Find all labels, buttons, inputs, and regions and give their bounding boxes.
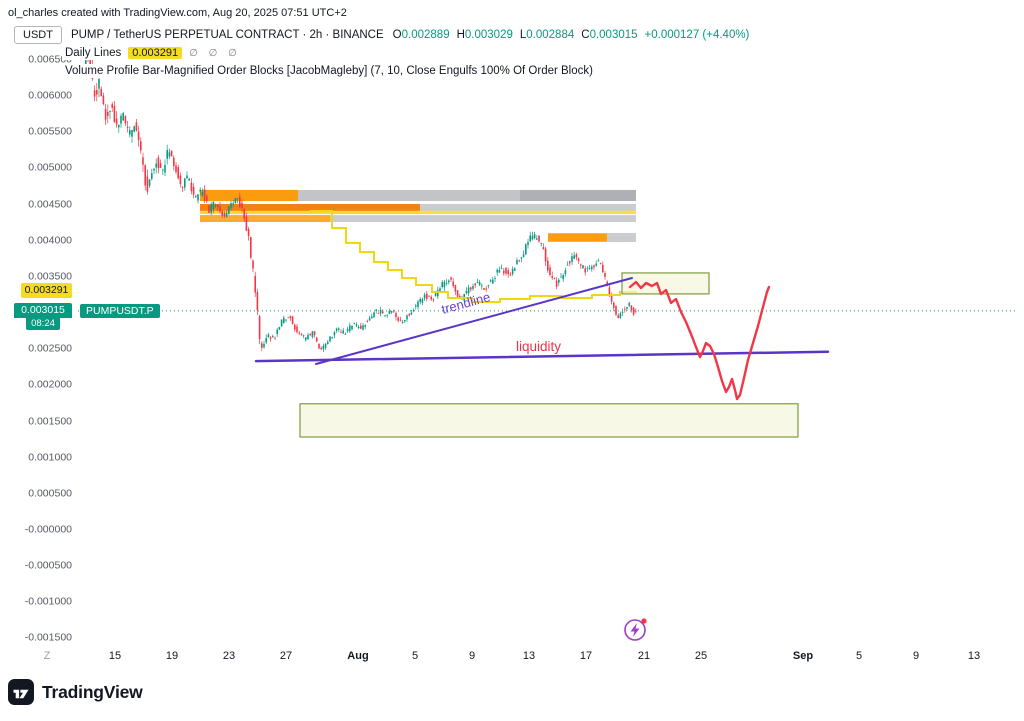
indicator-volume-profile-name[interactable]: Volume Profile Bar-Magnified Order Block… xyxy=(65,65,593,77)
price-scale-label: 0.005000 xyxy=(28,162,72,174)
time-scale-label: Sep xyxy=(793,650,813,662)
time-scale-label: Aug xyxy=(347,650,368,662)
order-block-box[interactable] xyxy=(621,272,710,295)
candles-layer xyxy=(85,45,637,353)
open-label: O xyxy=(392,29,402,41)
price-scale-label: 0.004500 xyxy=(28,199,72,211)
close-value: 0.003015 xyxy=(589,29,638,41)
price-scale-label: -0.000500 xyxy=(25,560,72,572)
price-scale-label: 0.006500 xyxy=(28,54,72,66)
time-scale-label: 15 xyxy=(109,650,121,662)
price-scale-label: 0.002000 xyxy=(28,379,72,391)
low-value: 0.002884 xyxy=(526,29,575,41)
time-scale-label: 17 xyxy=(580,650,592,662)
time-scale-label: 9 xyxy=(913,650,919,662)
close-label: C xyxy=(581,29,590,41)
current-price-label: 0.003015 xyxy=(14,303,72,318)
price-scale-label: 0.001000 xyxy=(28,452,72,464)
time-scale-label: 13 xyxy=(968,650,980,662)
symbol-title[interactable]: PUMP / TetherUS PERPETUAL CONTRACT · 2h … xyxy=(68,28,386,42)
symbol-price-tag: PUMPUSDT.P xyxy=(80,304,160,318)
volume-profile-layer xyxy=(200,189,636,243)
time-scale-label: 27 xyxy=(280,650,292,662)
price-scale-label: 0.002500 xyxy=(28,343,72,355)
price-scale-label: -0.000000 xyxy=(25,524,72,536)
change-value: +0.000127 (+4.40%) xyxy=(644,29,750,41)
order-block-box[interactable] xyxy=(299,403,799,438)
price-scale-label: 0.005500 xyxy=(28,126,72,138)
time-scale-label: 19 xyxy=(166,650,178,662)
bar-countdown-label: 08:24 xyxy=(26,318,60,330)
time-scale-label: 5 xyxy=(856,650,862,662)
daily-line-value: 0.003291 xyxy=(128,47,183,59)
legend-volume-profile-row[interactable]: Volume Profile Bar-Magnified Order Block… xyxy=(62,64,596,78)
time-scale-label: 21 xyxy=(638,650,650,662)
time-scale-label: 9 xyxy=(469,650,475,662)
tradingview-logo-icon xyxy=(8,679,34,705)
trend-line[interactable] xyxy=(315,277,633,366)
annotation-liquidity[interactable]: liquidity xyxy=(516,339,561,354)
projection-path[interactable] xyxy=(628,280,771,401)
price-scale-currency-chip: USDT xyxy=(14,26,62,44)
ohlc-values: O0.002889 H0.003029 L0.002884 C0.003015 xyxy=(392,29,638,41)
tradingview-logo-text: TradingView xyxy=(42,681,143,702)
lightning-emoji-drawing[interactable] xyxy=(624,618,647,641)
time-scale-label: 13 xyxy=(523,650,535,662)
indicator-hidden-icons[interactable]: ∅ ∅ ∅ xyxy=(189,47,241,59)
attribution-text: ol_charles created with TradingView.com,… xyxy=(8,7,347,19)
time-scale-label: Z xyxy=(44,650,51,662)
price-scale-label: -0.001000 xyxy=(25,596,72,608)
price-scale-label: 0.006000 xyxy=(28,90,72,102)
indicator-daily-lines-name[interactable]: Daily Lines xyxy=(65,47,122,59)
high-value: 0.003029 xyxy=(464,29,513,41)
price-scale-label: 0.000500 xyxy=(28,488,72,500)
low-label: L xyxy=(519,29,527,41)
time-scale-label: 5 xyxy=(412,650,418,662)
price-scale-label: 0.004000 xyxy=(28,235,72,247)
price-scale-label: 0.001500 xyxy=(28,416,72,428)
tradingview-logo[interactable]: TradingView xyxy=(8,679,143,705)
daily-line-price-label: 0.003291 xyxy=(21,283,72,298)
high-label: H xyxy=(456,29,465,41)
time-scale-label: 23 xyxy=(223,650,235,662)
liquidity-line[interactable] xyxy=(254,350,830,363)
legend-daily-lines-row[interactable]: Daily Lines 0.003291 ∅ ∅ ∅ xyxy=(62,46,244,60)
price-scale-label: -0.001500 xyxy=(25,632,72,644)
time-scale-label: 25 xyxy=(695,650,707,662)
price-scale-label: 0.003500 xyxy=(28,271,72,283)
open-value: 0.002889 xyxy=(401,29,450,41)
legend-symbol-row[interactable]: USDT PUMP / TetherUS PERPETUAL CONTRACT … xyxy=(14,26,750,44)
